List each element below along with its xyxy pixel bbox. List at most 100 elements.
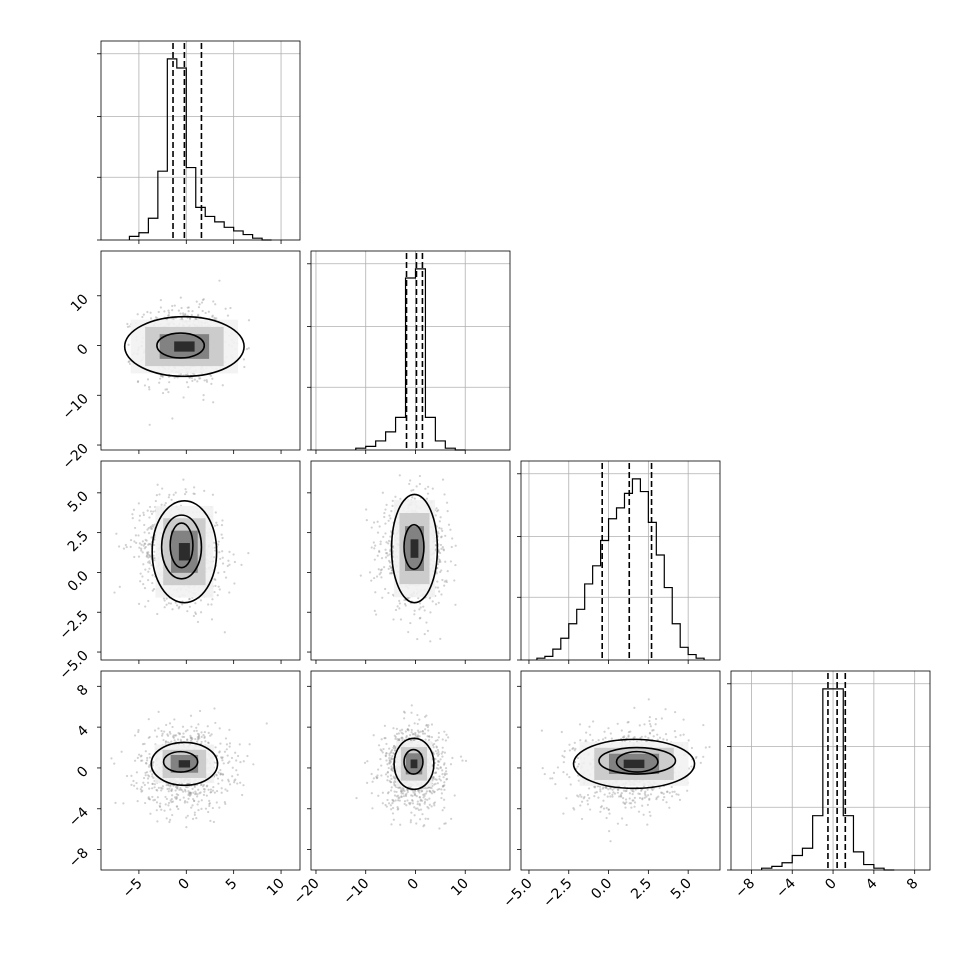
scatter-point <box>209 788 212 791</box>
scatter-point <box>189 739 192 742</box>
scatter-point <box>171 813 174 817</box>
scatter-point <box>172 493 175 496</box>
scatter-point <box>209 791 212 794</box>
scatter-point <box>654 717 658 721</box>
scatter-point <box>153 538 156 541</box>
scatter-point <box>185 381 189 384</box>
scatter-point <box>397 732 401 735</box>
scatter-point <box>125 545 128 549</box>
scatter-point <box>664 708 667 711</box>
scatter-point <box>445 733 448 736</box>
scatter-point <box>434 771 438 775</box>
scatter-point <box>379 540 382 543</box>
scatter-panel-0-2 <box>97 460 301 664</box>
scatter-point <box>215 790 219 793</box>
scatter-point <box>437 750 440 754</box>
scatter-point <box>385 503 388 506</box>
scatter-point <box>202 398 205 401</box>
scatter-point <box>439 779 443 782</box>
scatter-point <box>184 790 187 793</box>
scatter-point <box>389 789 393 792</box>
scatter-point <box>389 535 392 538</box>
scatter-point <box>190 376 194 379</box>
scatter-point <box>193 813 196 817</box>
scatter-point <box>649 725 652 728</box>
scatter-point <box>166 787 169 791</box>
scatter-point <box>161 391 165 395</box>
scatter-point <box>186 306 189 309</box>
scatter-point <box>165 817 168 820</box>
scatter-point <box>186 610 189 613</box>
scatter-point <box>177 807 180 811</box>
scatter-point <box>213 707 216 710</box>
scatter-point <box>454 603 457 606</box>
scatter-point <box>388 760 391 763</box>
scatter-point <box>152 525 155 528</box>
scatter-point <box>378 550 381 554</box>
scatter-point <box>141 759 144 762</box>
scatter-point <box>416 713 419 717</box>
scatter-point <box>143 542 146 545</box>
scatter-point <box>156 820 159 823</box>
scatter-point <box>410 728 413 732</box>
scatter-point <box>163 599 166 602</box>
scatter-point <box>143 542 147 545</box>
scatter-point <box>165 597 168 600</box>
scatter-point <box>221 519 224 522</box>
scatter-point <box>394 737 397 740</box>
scatter-point <box>441 755 444 758</box>
scatter-point <box>384 508 387 511</box>
scatter-point <box>383 515 386 519</box>
scatter-point <box>170 789 173 792</box>
scatter-point <box>408 724 411 727</box>
scatter-point <box>154 316 158 319</box>
scatter-point <box>459 755 463 758</box>
scatter-point <box>155 809 158 812</box>
scatter-point <box>201 309 204 313</box>
scatter-point <box>388 514 391 517</box>
scatter-point <box>148 542 151 546</box>
scatter-point <box>412 739 415 742</box>
scatter-point <box>388 758 391 762</box>
scatter-point <box>193 486 196 489</box>
scatter-point <box>400 795 403 798</box>
scatter-point <box>164 803 167 806</box>
scatter-point <box>416 807 419 810</box>
scatter-point <box>420 790 423 793</box>
scatter-point <box>224 307 227 310</box>
scatter-point <box>113 762 116 765</box>
scatter-point <box>190 313 193 317</box>
scatter-point <box>186 782 189 785</box>
scatter-point <box>202 733 205 737</box>
scatter-panel-2-3 <box>517 670 721 874</box>
scatter-point <box>694 756 698 760</box>
scatter-point <box>393 794 397 797</box>
scatter-point <box>178 733 181 736</box>
scatter-point <box>161 785 165 788</box>
scatter-point <box>167 496 170 499</box>
scatter-point <box>601 787 604 790</box>
scatter-point <box>453 579 456 582</box>
scatter-point <box>140 754 143 757</box>
scatter-point <box>142 583 145 586</box>
scatter-point <box>127 360 130 364</box>
scatter-point <box>148 567 151 570</box>
scatter-point <box>433 771 437 775</box>
scatter-point <box>431 789 435 792</box>
scatter-point <box>221 759 224 762</box>
scatter-point <box>379 542 382 546</box>
scatter-point <box>145 551 149 554</box>
scatter-point <box>209 819 212 822</box>
scatter-point <box>436 754 440 757</box>
scatter-point <box>409 479 412 482</box>
scatter-point <box>195 729 198 732</box>
scatter-point <box>406 788 409 791</box>
scatter-point <box>390 566 393 569</box>
scatter-point <box>152 761 155 764</box>
scatter-point <box>440 569 443 572</box>
scatter-point <box>435 745 438 748</box>
scatter-point <box>177 793 180 797</box>
scatter-point <box>161 787 164 790</box>
scatter-point <box>584 739 587 742</box>
scatter-point <box>434 782 437 785</box>
